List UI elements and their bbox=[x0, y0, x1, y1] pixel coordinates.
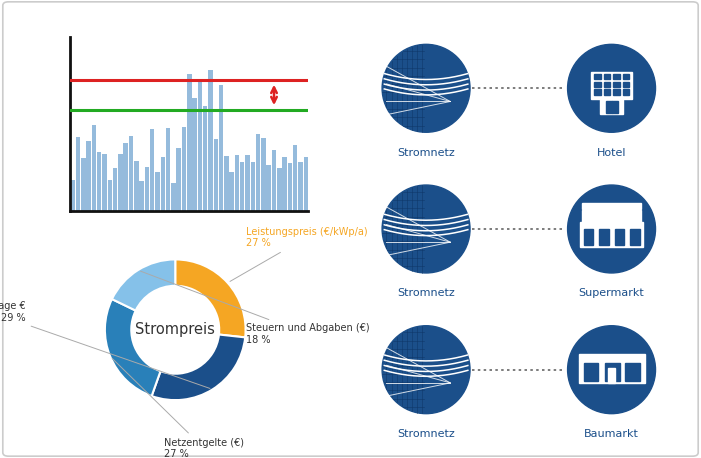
Bar bbox=[107, 180, 112, 211]
Circle shape bbox=[382, 185, 470, 273]
Bar bbox=[229, 172, 234, 211]
Bar bbox=[240, 162, 245, 211]
Bar bbox=[214, 139, 218, 211]
Bar bbox=[187, 74, 191, 211]
Bar bbox=[608, 368, 615, 383]
Text: Stromnetz: Stromnetz bbox=[397, 147, 455, 158]
Bar bbox=[580, 223, 643, 247]
Text: Supermarkt: Supermarkt bbox=[579, 289, 644, 298]
Circle shape bbox=[382, 44, 470, 132]
Bar bbox=[615, 229, 625, 245]
Bar bbox=[134, 161, 139, 211]
Text: Stromnetz: Stromnetz bbox=[397, 429, 455, 439]
Bar bbox=[293, 145, 297, 211]
Bar bbox=[224, 156, 229, 211]
Bar bbox=[192, 98, 197, 211]
Bar bbox=[583, 363, 599, 381]
Bar bbox=[613, 89, 620, 94]
Bar bbox=[208, 70, 212, 211]
Bar bbox=[578, 361, 644, 383]
Bar bbox=[102, 154, 107, 211]
Bar bbox=[605, 363, 620, 381]
Text: Baumarkt: Baumarkt bbox=[584, 429, 639, 439]
Bar bbox=[161, 157, 165, 211]
Bar bbox=[304, 157, 308, 211]
Text: Netzentgelte (€)
27 %: Netzentgelte (€) 27 % bbox=[112, 358, 244, 458]
Bar bbox=[97, 152, 102, 211]
Bar bbox=[150, 129, 154, 211]
Bar bbox=[129, 136, 133, 211]
Bar bbox=[601, 98, 622, 114]
Bar bbox=[113, 168, 117, 211]
Text: Strompreis: Strompreis bbox=[135, 322, 215, 337]
Bar bbox=[591, 72, 632, 99]
Bar bbox=[582, 210, 641, 222]
Bar bbox=[287, 163, 292, 211]
Bar bbox=[622, 74, 629, 80]
Bar bbox=[235, 155, 239, 211]
Circle shape bbox=[568, 44, 655, 132]
Bar bbox=[245, 156, 250, 211]
Bar bbox=[123, 143, 128, 211]
Text: Hotel: Hotel bbox=[597, 147, 626, 158]
Bar bbox=[622, 89, 629, 94]
Bar bbox=[86, 141, 91, 211]
Bar bbox=[250, 162, 255, 211]
Bar bbox=[604, 82, 610, 87]
Text: EEG Umlage €
29 %: EEG Umlage € 29 % bbox=[0, 301, 210, 388]
Bar bbox=[139, 180, 144, 211]
Wedge shape bbox=[105, 299, 161, 396]
Circle shape bbox=[568, 185, 655, 273]
Text: Steuern und Abgaben (€)
18 %: Steuern und Abgaben (€) 18 % bbox=[140, 271, 369, 345]
Bar bbox=[177, 148, 181, 211]
Bar bbox=[219, 85, 224, 211]
Bar bbox=[203, 106, 207, 211]
Bar bbox=[613, 74, 620, 80]
Bar bbox=[630, 229, 640, 245]
Wedge shape bbox=[112, 259, 175, 311]
Bar bbox=[171, 183, 176, 211]
Bar bbox=[582, 202, 641, 209]
Bar bbox=[283, 157, 287, 211]
Wedge shape bbox=[175, 259, 245, 338]
Bar bbox=[583, 229, 594, 245]
Circle shape bbox=[382, 326, 470, 414]
Bar bbox=[71, 180, 75, 211]
Bar bbox=[298, 162, 303, 211]
Bar bbox=[166, 128, 170, 211]
Bar bbox=[604, 74, 610, 80]
Bar bbox=[578, 354, 644, 361]
Bar bbox=[272, 150, 276, 211]
Wedge shape bbox=[151, 334, 245, 400]
Text: Stromnetz: Stromnetz bbox=[397, 289, 455, 298]
Bar bbox=[198, 80, 202, 211]
Text: Leistungspreis (€/kWp/a)
27 %: Leistungspreis (€/kWp/a) 27 % bbox=[230, 227, 367, 281]
Bar bbox=[594, 89, 601, 94]
Bar bbox=[613, 82, 620, 87]
Bar bbox=[625, 363, 640, 381]
Bar bbox=[92, 125, 96, 211]
Bar bbox=[118, 154, 123, 211]
Bar bbox=[277, 168, 282, 211]
Bar bbox=[594, 82, 601, 87]
Bar bbox=[182, 127, 186, 211]
Bar bbox=[606, 101, 611, 113]
Bar bbox=[81, 158, 86, 211]
Bar bbox=[261, 138, 266, 211]
Bar bbox=[144, 167, 149, 211]
Bar bbox=[266, 165, 271, 211]
Bar bbox=[622, 82, 629, 87]
Bar bbox=[612, 101, 618, 113]
Bar bbox=[256, 134, 260, 211]
Bar bbox=[594, 74, 601, 80]
Circle shape bbox=[568, 326, 655, 414]
Bar bbox=[155, 172, 160, 211]
Bar bbox=[599, 229, 609, 245]
Bar bbox=[604, 89, 610, 94]
Bar bbox=[76, 137, 81, 211]
